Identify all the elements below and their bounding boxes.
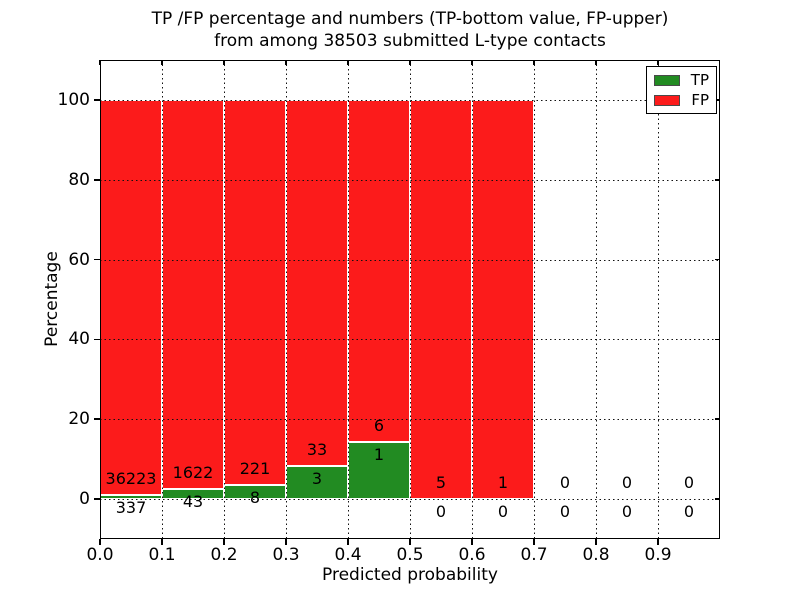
x-tick-bottom (595, 539, 597, 545)
tp-count-label-bin-0: 337 (115, 498, 147, 518)
chart-title: TP /FP percentage and numbers (TP-bottom… (100, 8, 720, 52)
fp-count-label-bin-4: 6 (373, 416, 385, 436)
y-tick-right (715, 99, 720, 101)
y-tick-right (715, 418, 720, 421)
gridline-x-0.3 (286, 60, 287, 539)
y-tick-left (94, 99, 100, 101)
y-tick-label-40: 40 (68, 329, 90, 350)
y-tick-right (715, 258, 720, 261)
y-tick-right (715, 338, 720, 341)
x-tick-top (161, 60, 163, 65)
x-tick-top (223, 60, 225, 65)
y-tick-left (94, 498, 100, 500)
y-tick-label-80: 80 (68, 169, 90, 190)
fp-count-label-bin-0: 36223 (105, 469, 157, 489)
x-tick-top (533, 60, 535, 65)
tp-count-label-bin-8: 0 (621, 502, 633, 522)
y-tick-label-100: 100 (57, 89, 90, 110)
fp-count-label-bin-7: 0 (559, 473, 571, 493)
gridline-x-0.4 (348, 60, 349, 539)
chart-title-line1: TP /FP percentage and numbers (TP-bottom… (151, 9, 669, 29)
x-tick-label-0.2: 0.2 (210, 545, 238, 565)
x-tick-label-0.7: 0.7 (520, 545, 548, 565)
bar-fp-bin-1 (162, 99, 224, 489)
x-tick-bottom (347, 539, 349, 545)
y-tick-right (715, 498, 720, 500)
y-axis-label: Percentage (42, 251, 62, 347)
x-tick-label-0.5: 0.5 (396, 545, 424, 565)
fp-count-label-bin-6: 1 (497, 473, 509, 493)
gridline-x-0.8 (596, 60, 597, 539)
x-tick-label-0.1: 0.1 (148, 545, 176, 565)
legend-item-fp: FP (654, 92, 709, 108)
tp-count-label-bin-5: 0 (435, 502, 447, 522)
x-tick-top (347, 60, 349, 65)
y-tick-left (94, 338, 100, 341)
chart-title-line2: from among 38503 submitted L-type contac… (214, 31, 606, 51)
x-tick-bottom (409, 539, 411, 545)
fp-count-label-bin-9: 0 (683, 473, 695, 493)
gridline-x-0.1 (162, 60, 163, 539)
tp-count-label-bin-2: 8 (249, 488, 261, 508)
gridline-x-0.9 (658, 60, 659, 539)
tp-count-label-bin-6: 0 (497, 502, 509, 522)
x-tick-top (595, 60, 597, 65)
tp-count-label-bin-4: 1 (373, 445, 385, 465)
legend-item-tp: TP (654, 72, 709, 88)
gridline-x-0.5 (410, 60, 411, 539)
fp-swatch-icon (654, 94, 681, 106)
y-tick-label-0: 0 (79, 489, 90, 510)
legend: TP FP (646, 66, 717, 114)
x-tick-label-0.0: 0.0 (86, 545, 114, 565)
x-tick-bottom (161, 539, 163, 545)
x-tick-label-0.4: 0.4 (334, 545, 362, 565)
tp-count-label-bin-3: 3 (311, 468, 323, 488)
x-tick-label-0.8: 0.8 (582, 545, 610, 565)
y-tick-right (715, 178, 720, 181)
y-tick-label-20: 20 (68, 409, 90, 430)
y-tick-label-60: 60 (68, 249, 90, 270)
gridline-x-0.7 (534, 60, 535, 539)
x-tick-bottom (223, 539, 225, 545)
x-tick-label-0.9: 0.9 (644, 545, 672, 565)
x-tick-top (409, 60, 411, 65)
bar-fp-bin-5 (410, 99, 472, 500)
x-tick-bottom (533, 539, 535, 545)
tp-count-label-bin-9: 0 (683, 502, 695, 522)
x-tick-label-0.6: 0.6 (458, 545, 486, 565)
gridline-x-0.6 (472, 60, 473, 539)
x-tick-bottom (99, 539, 101, 545)
tp-swatch-icon (654, 74, 680, 86)
fp-count-label-bin-3: 33 (306, 439, 328, 459)
x-tick-top (657, 60, 659, 65)
tp-count-label-bin-7: 0 (559, 502, 571, 522)
fp-count-label-bin-1: 1622 (172, 462, 214, 482)
tp-count-label-bin-1: 43 (182, 491, 204, 511)
fp-count-label-bin-8: 0 (621, 473, 633, 493)
legend-label-fp: FP (691, 91, 709, 109)
x-tick-top (99, 60, 101, 65)
x-axis-label: Predicted probability (322, 565, 498, 585)
fp-count-label-bin-2: 221 (239, 459, 271, 479)
x-tick-bottom (471, 539, 473, 545)
x-tick-top (285, 60, 287, 65)
y-tick-left (94, 258, 100, 261)
x-tick-label-0.3: 0.3 (272, 545, 300, 565)
gridline-x-0.2 (224, 60, 225, 539)
fp-count-label-bin-5: 5 (435, 473, 447, 493)
x-tick-bottom (285, 539, 287, 545)
x-tick-top (471, 60, 473, 65)
y-tick-left (94, 178, 100, 181)
bar-tp-bin-3 (286, 465, 348, 500)
x-tick-bottom (657, 539, 659, 545)
legend-label-tp: TP (690, 71, 709, 89)
y-tick-left (94, 418, 100, 421)
